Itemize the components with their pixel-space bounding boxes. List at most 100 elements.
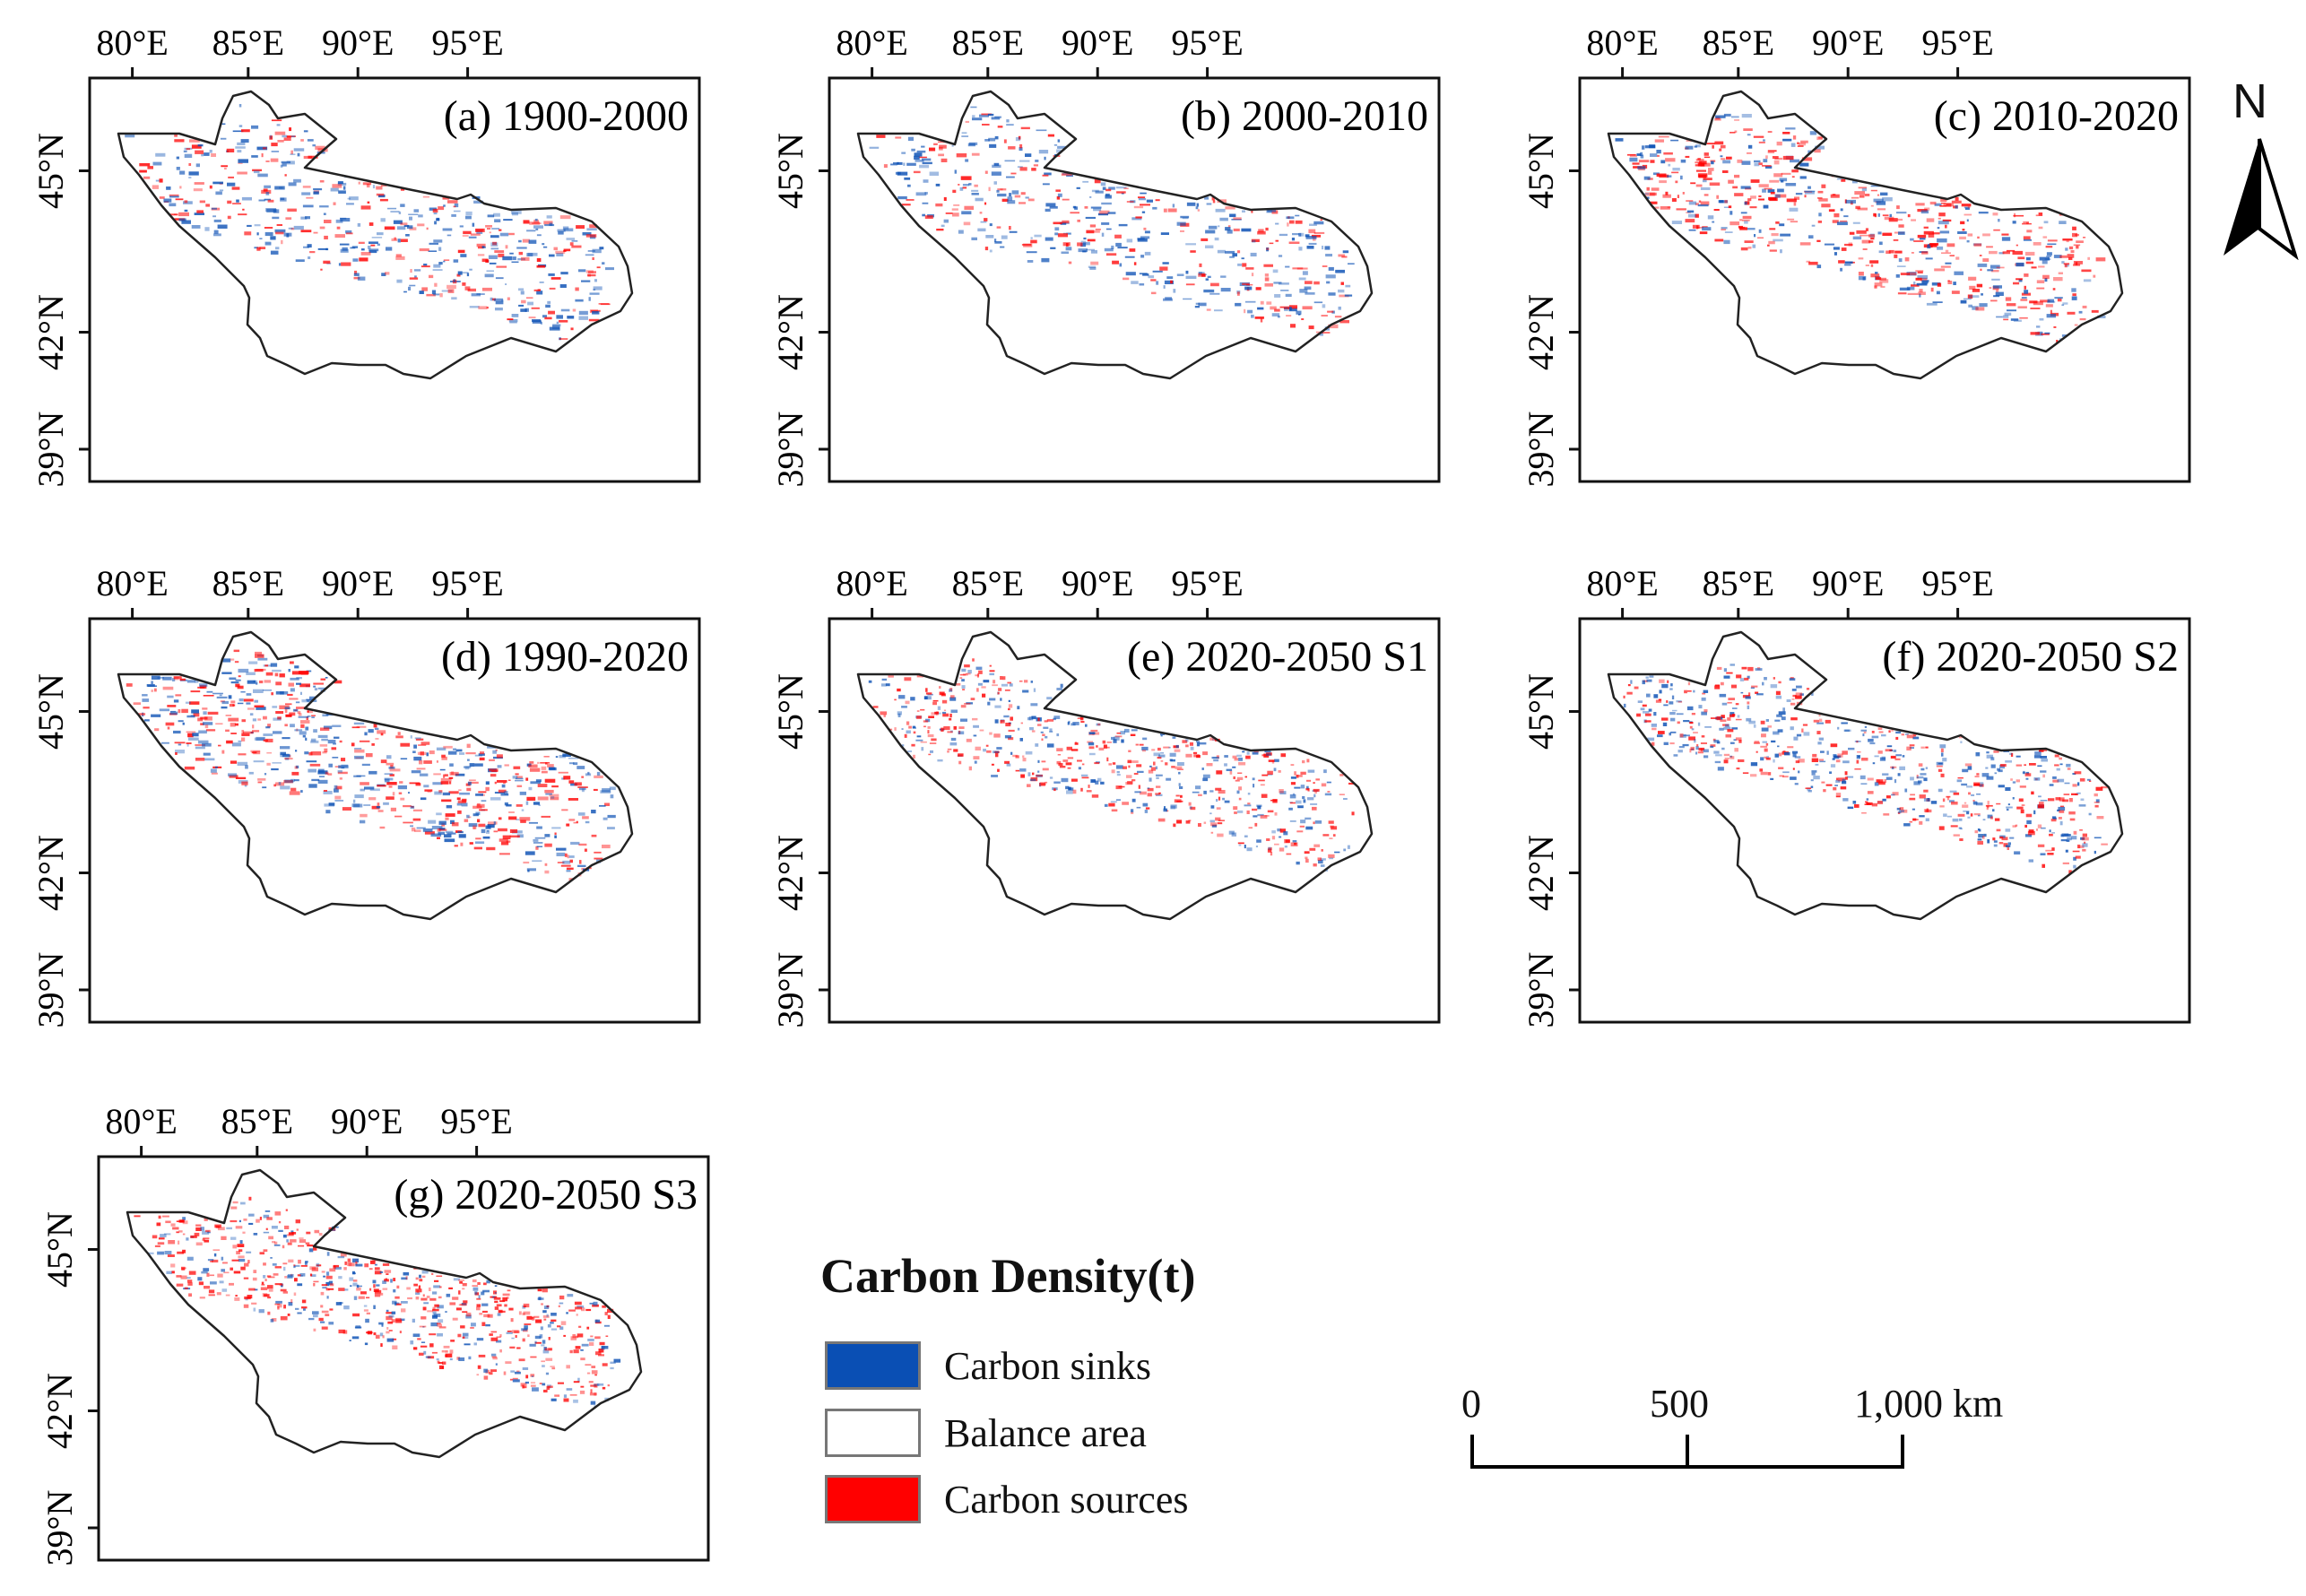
source-pixel: [154, 1245, 160, 1247]
sink-pixel: [921, 747, 924, 751]
source-pixel: [151, 690, 153, 692]
lat-label: 45°N: [1521, 673, 1561, 750]
source-pixel: [1263, 264, 1273, 267]
sink-pixel: [247, 680, 256, 684]
sink-pixel: [1156, 776, 1159, 779]
source-pixel: [1874, 282, 1883, 287]
source-pixel: [1340, 282, 1344, 285]
source-pixel: [290, 1299, 293, 1303]
source-pixel: [1834, 213, 1840, 218]
sink-pixel: [253, 1307, 256, 1312]
source-pixel: [167, 705, 177, 707]
sink-pixel: [1190, 746, 1194, 750]
sink-pixel: [610, 794, 614, 799]
sink-pixel: [1683, 734, 1690, 737]
sink-pixel: [286, 160, 295, 165]
source-pixel: [275, 681, 282, 686]
sink-pixel: [983, 749, 986, 752]
source-pixel: [904, 733, 907, 738]
sink-pixel: [1210, 805, 1215, 809]
sink-pixel: [924, 696, 932, 700]
sink-pixel: [326, 1271, 330, 1276]
source-pixel: [209, 185, 212, 189]
sink-pixel: [1896, 265, 1906, 267]
source-pixel: [563, 248, 571, 252]
sink-pixel: [350, 1285, 352, 1288]
source-pixel: [489, 768, 498, 772]
sink-pixel: [400, 1318, 405, 1321]
sink-pixel: [1162, 262, 1169, 265]
sink-pixel: [1680, 159, 1686, 163]
source-pixel: [503, 1371, 507, 1375]
sink-pixel: [256, 736, 265, 742]
sink-pixel: [256, 146, 268, 151]
source-pixel: [182, 1220, 188, 1225]
source-pixel: [2006, 303, 2016, 307]
sink-pixel: [890, 163, 897, 166]
sink-pixel: [305, 726, 309, 731]
lon-label: 90°E: [1812, 22, 1884, 63]
source-pixel: [1351, 811, 1355, 816]
source-pixel: [1112, 762, 1116, 765]
sink-pixel: [1949, 790, 1957, 793]
source-pixel: [1828, 209, 1835, 213]
sink-pixel: [258, 1309, 264, 1314]
sink-pixel: [1307, 769, 1315, 773]
source-pixel: [1861, 239, 1871, 244]
sink-pixel: [961, 668, 967, 672]
source-pixel: [1236, 776, 1244, 780]
sink-pixel: [228, 695, 232, 699]
sink-pixel: [294, 729, 303, 732]
sink-pixel: [1025, 196, 1029, 199]
source-pixel: [1005, 723, 1011, 727]
sink-pixel: [2047, 299, 2054, 303]
source-pixel: [1163, 208, 1167, 213]
sink-pixel: [219, 694, 222, 697]
sink-pixel: [1101, 232, 1105, 237]
sink-pixel: [1713, 740, 1720, 743]
sink-pixel: [974, 760, 977, 764]
source-pixel: [513, 766, 521, 769]
source-pixel: [2052, 779, 2059, 783]
sink-pixel: [1343, 798, 1348, 800]
source-pixel: [589, 1341, 594, 1346]
source-pixel: [1008, 146, 1016, 150]
source-pixel: [287, 693, 293, 696]
sink-pixel: [578, 269, 586, 273]
sink-pixel: [1083, 237, 1087, 240]
sink-pixel: [1347, 845, 1350, 849]
sink-pixel: [1067, 722, 1070, 725]
sink-pixel: [1142, 273, 1149, 276]
source-pixel: [422, 195, 430, 198]
sink-pixel: [462, 272, 469, 274]
sink-pixel: [534, 837, 546, 839]
sink-pixel: [2061, 304, 2065, 307]
sink-pixel: [961, 685, 966, 689]
source-pixel: [1116, 733, 1121, 734]
source-pixel: [2073, 261, 2083, 265]
sink-pixel: [1275, 222, 1279, 225]
source-pixel: [231, 186, 240, 190]
sink-pixel: [1074, 206, 1078, 210]
source-pixel: [589, 224, 597, 229]
source-pixel: [1967, 294, 1973, 299]
sink-pixel: [930, 750, 933, 753]
sink-pixel: [566, 238, 576, 240]
sink-pixel: [354, 748, 362, 750]
source-pixel: [2068, 246, 2074, 250]
source-pixel: [883, 164, 888, 169]
source-pixel: [522, 1313, 525, 1315]
source-pixel: [479, 1313, 483, 1315]
source-pixel: [1765, 742, 1769, 746]
source-pixel: [1074, 742, 1079, 745]
sink-pixel: [2080, 837, 2085, 840]
sink-pixel: [312, 1311, 319, 1314]
sink-pixel: [474, 841, 485, 844]
source-pixel: [348, 1262, 355, 1267]
sink-pixel: [457, 831, 464, 834]
source-pixel: [604, 1312, 608, 1315]
sink-pixel: [1650, 153, 1658, 157]
source-pixel: [1700, 201, 1710, 205]
source-pixel: [366, 1331, 373, 1334]
source-pixel: [1167, 208, 1177, 213]
